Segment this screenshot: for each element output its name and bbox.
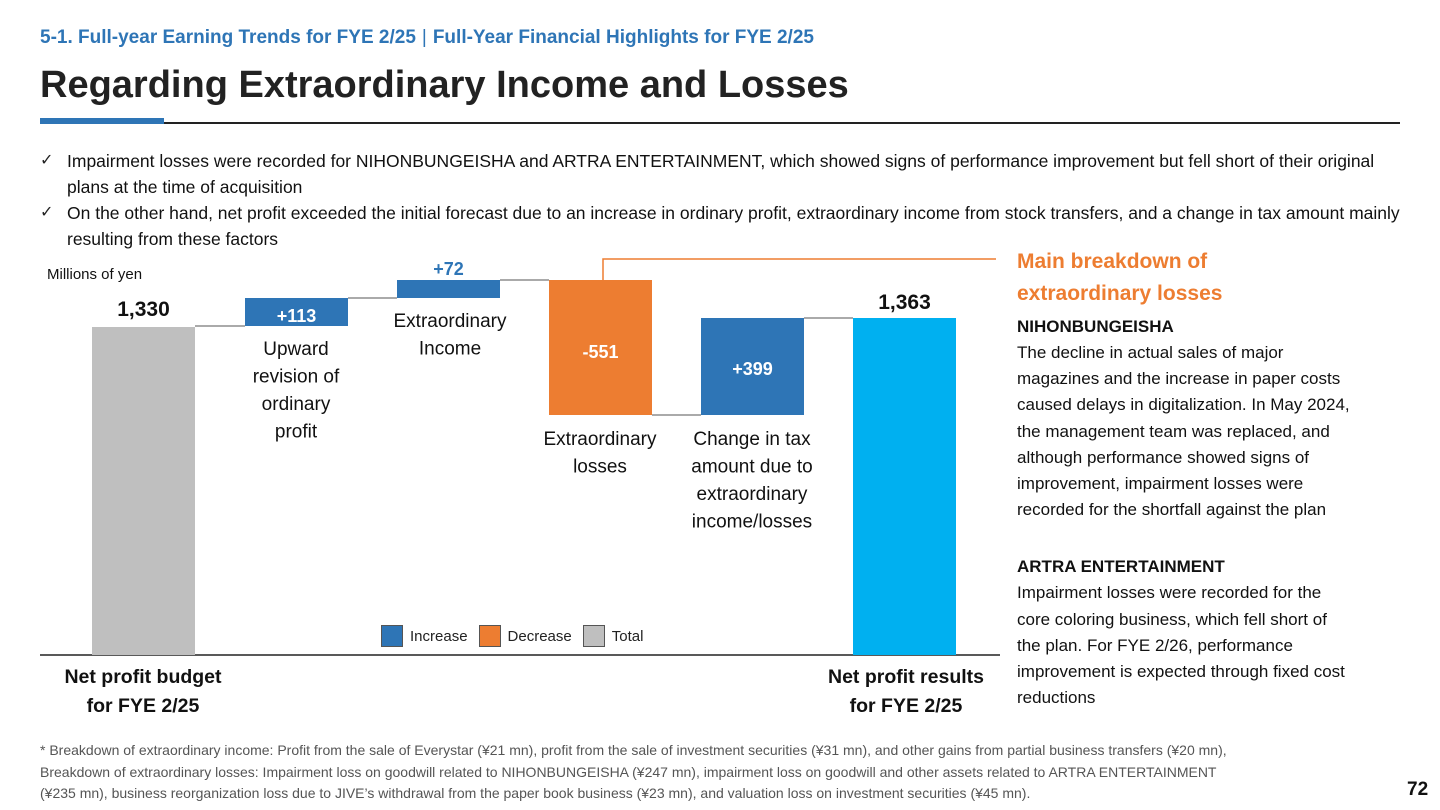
company-description: The decline in actual sales of major mag… bbox=[1017, 340, 1417, 523]
category-label: Change in tax bbox=[693, 429, 811, 450]
description-line: Impairment losses were recorded for the bbox=[1017, 583, 1322, 603]
company-name: ARTRA ENTERTAINMENT bbox=[1017, 557, 1225, 577]
description-line: the plan. For FYE 2/26, performance bbox=[1017, 635, 1293, 655]
value-label: 1,363 bbox=[878, 291, 931, 314]
legend-label: Total bbox=[611, 627, 644, 645]
footnote: * Breakdown of extraordinary income: Pro… bbox=[40, 740, 1410, 805]
footnote-line: * Breakdown of extraordinary income: Pro… bbox=[40, 742, 1227, 758]
breadcrumb-separator: | bbox=[421, 27, 427, 48]
description-line: the management team was replaced, and bbox=[1017, 421, 1330, 441]
bullet-item: ✓ Impairment losses were recorded for NIH… bbox=[40, 148, 1410, 200]
waterfall-bar bbox=[701, 318, 804, 415]
category-label: revision of bbox=[253, 367, 340, 388]
company-description: Impairment losses were recorded for the … bbox=[1017, 580, 1417, 711]
spacer bbox=[1017, 523, 1417, 550]
category-label: Upward bbox=[263, 339, 328, 360]
value-label: +113 bbox=[277, 306, 317, 326]
category-label: for FYE 2/25 bbox=[850, 695, 963, 717]
value-label: 1,330 bbox=[117, 298, 170, 321]
breakdown-panel: Main breakdown of extraordinary losses N… bbox=[1017, 246, 1417, 711]
description-line: improvement, impairment losses were bbox=[1017, 474, 1304, 494]
legend-label: Decrease bbox=[507, 627, 572, 645]
waterfall-bar bbox=[397, 280, 500, 298]
legend-item: Total bbox=[582, 625, 644, 647]
page-title: Regarding Extraordinary Income and Losse… bbox=[40, 64, 849, 106]
waterfall-bar bbox=[245, 298, 348, 326]
waterfall-bar bbox=[549, 280, 652, 415]
description-line: recorded for the shortfall against the p… bbox=[1017, 500, 1327, 520]
category-label: losses bbox=[573, 457, 627, 478]
chart-legend: Increase Decrease Total bbox=[381, 625, 654, 647]
bullet-text: Impairment losses were recorded for NIHO… bbox=[67, 151, 1375, 197]
description-line: magazines and the increase in paper cost… bbox=[1017, 369, 1341, 389]
chart-unit-label: Millions of yen bbox=[47, 266, 143, 283]
waterfall-bar bbox=[853, 318, 956, 655]
legend-label: Increase bbox=[410, 627, 468, 645]
legend-item: Decrease bbox=[478, 625, 572, 647]
breakdown-title-line: Main breakdown of bbox=[1017, 250, 1208, 273]
category-label: income/losses bbox=[692, 512, 812, 533]
waterfall-bar bbox=[92, 327, 195, 655]
breadcrumb: 5-1. Full-year Earning Trends for FYE 2/… bbox=[40, 27, 814, 49]
category-label: profit bbox=[275, 422, 318, 443]
category-label: Extraordinary bbox=[544, 429, 657, 450]
bullet-item: ✓ On the other hand, net profit exceeded … bbox=[40, 200, 1410, 252]
category-label: Net profit budget bbox=[64, 666, 222, 688]
footnote-line: (¥235 mn), business reorganization loss … bbox=[40, 785, 1031, 801]
description-line: The decline in actual sales of major bbox=[1017, 343, 1284, 362]
breakdown-title: Main breakdown of extraordinary losses bbox=[1017, 246, 1417, 310]
page-number: 72 bbox=[1407, 779, 1429, 800]
breakdown-title-line: extraordinary losses bbox=[1017, 282, 1223, 305]
legend-swatch bbox=[478, 625, 501, 647]
company-name: NIHONBUNGEISHA bbox=[1017, 317, 1174, 336]
footnote-line: Breakdown of extraordinary losses: Impai… bbox=[40, 763, 1217, 780]
value-label: +72 bbox=[433, 259, 464, 279]
waterfall-chart: 1,330 +113 +72 -551 +399 1,363 Net profit budg… bbox=[40, 258, 1000, 717]
summary-bullets: ✓ Impairment losses were recorded for NIH… bbox=[40, 148, 1410, 252]
bullet-text: On the other hand, net profit exceeded t… bbox=[67, 203, 1400, 249]
description-line: caused delays in digitalization. In May … bbox=[1017, 395, 1350, 415]
category-label: extraordinary bbox=[697, 484, 808, 505]
description-line: core coloring business, which fell short… bbox=[1017, 609, 1327, 629]
legend-item: Increase bbox=[381, 625, 468, 647]
category-label: Extraordinary bbox=[394, 311, 507, 332]
legend-swatch bbox=[381, 625, 403, 647]
category-label: amount due to bbox=[691, 457, 812, 478]
title-divider bbox=[40, 122, 1400, 124]
breadcrumb-section: 5-1. Full-year Earning Trends for FYE 2/… bbox=[40, 27, 416, 48]
value-label: -551 bbox=[582, 342, 618, 362]
callout-line bbox=[602, 258, 996, 280]
category-label: Income bbox=[419, 339, 481, 360]
description-line: improvement is expected through fixed co… bbox=[1017, 662, 1345, 682]
check-icon: ✓ bbox=[40, 204, 54, 221]
title-accent-bar bbox=[40, 118, 164, 124]
description-line: although performance showed signs of bbox=[1017, 447, 1310, 467]
check-icon: ✓ bbox=[40, 152, 54, 169]
category-label: ordinary bbox=[262, 394, 331, 415]
category-label: Net profit results bbox=[828, 666, 984, 688]
legend-swatch bbox=[582, 625, 605, 647]
category-label: for FYE 2/25 bbox=[87, 695, 200, 717]
description-line: reductions bbox=[1017, 688, 1096, 708]
breadcrumb-subsection: Full-Year Financial Highlights for FYE 2… bbox=[432, 27, 814, 48]
value-label: +399 bbox=[732, 359, 773, 379]
